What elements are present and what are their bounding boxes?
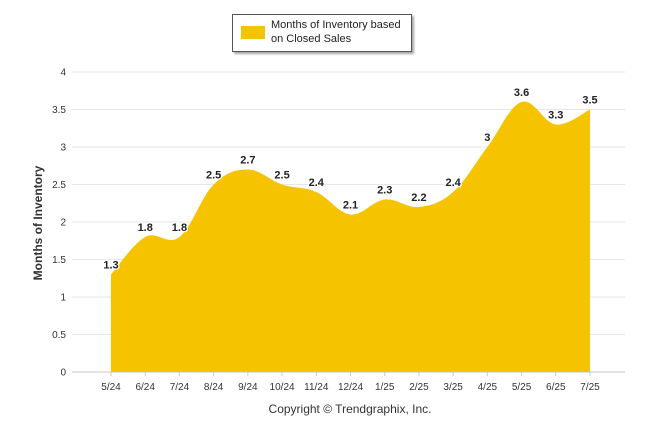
x-tick-label: 3/25 (443, 382, 463, 393)
x-axis-ticks: 5/24 6/24 7/24 8/24 9/24 10/24 11/24 12/24 1/25 2… (101, 372, 600, 393)
y-tick-label: 4 (60, 68, 66, 79)
x-tick-label: 6/25 (546, 382, 566, 393)
legend-swatch (241, 26, 265, 39)
x-tick-label: 11/24 (304, 382, 329, 393)
x-tick-label: 7/25 (580, 382, 600, 393)
copyright-footer: Copyright © Trendgraphix, Inc. (269, 402, 432, 416)
x-tick-label: 10/24 (270, 382, 295, 393)
data-label: 1.8 (138, 222, 153, 234)
data-label: 2.2 (411, 192, 426, 204)
data-label: 2.5 (274, 170, 289, 182)
data-label: 2.4 (445, 177, 461, 189)
x-tick-label: 12/24 (338, 382, 363, 393)
x-tick-label: 6/24 (135, 382, 155, 393)
x-tick-label: 8/24 (204, 382, 224, 393)
legend-label: Months of Inventory based on Closed Sale… (271, 19, 401, 45)
data-label: 3 (484, 132, 490, 144)
y-tick-label: 2.5 (52, 180, 66, 191)
data-label: 1.8 (172, 222, 187, 234)
y-axis-ticks: 0 0.5 1 1.5 2 2.5 3 3.5 4 (52, 68, 66, 379)
y-tick-label: 1.5 (52, 255, 66, 266)
y-tick-label: 1 (60, 293, 66, 304)
data-label: 1.3 (103, 260, 118, 272)
y-axis-label: Months of Inventory (31, 165, 45, 280)
y-tick-label: 3 (60, 143, 66, 154)
data-labels: 1.3 1.8 1.8 2.5 2.7 2.5 2.4 2.1 2.3 2.2 2.4 3 3.6 3.3… (102, 86, 599, 273)
data-label: 2.4 (309, 177, 325, 189)
y-tick-label: 2 (60, 218, 66, 229)
data-label: 2.3 (377, 185, 392, 197)
x-tick-label: 1/25 (375, 382, 395, 393)
y-tick-label: 3.5 (52, 105, 66, 116)
x-tick-label: 9/24 (238, 382, 258, 393)
x-tick-label: 7/24 (170, 382, 190, 393)
x-tick-label: 5/24 (101, 382, 121, 393)
data-label: 2.7 (240, 155, 255, 167)
data-label: 2.5 (206, 170, 221, 182)
data-label: 3.5 (582, 95, 597, 107)
y-tick-label: 0 (60, 368, 66, 379)
x-tick-label: 2/25 (409, 382, 429, 393)
legend: Months of Inventory based on Closed Sale… (232, 14, 412, 52)
x-tick-label: 4/25 (478, 382, 498, 393)
x-tick-label: 5/25 (512, 382, 532, 393)
area-series (111, 101, 590, 372)
y-tick-label: 0.5 (52, 330, 66, 341)
data-label: 2.1 (343, 200, 358, 212)
data-label: 3.6 (514, 87, 529, 99)
data-label: 3.3 (548, 110, 563, 122)
